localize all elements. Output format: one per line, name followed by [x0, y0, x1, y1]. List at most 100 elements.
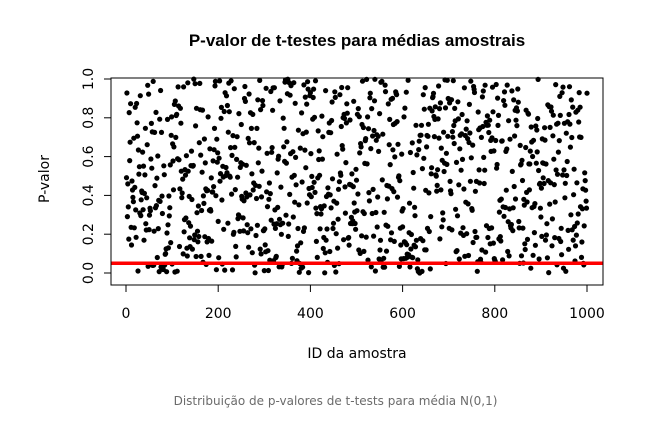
- data-points: [123, 76, 590, 276]
- data-point: [562, 195, 568, 201]
- data-point: [501, 213, 507, 219]
- data-point: [501, 89, 508, 95]
- data-point: [468, 78, 474, 84]
- data-point: [436, 106, 443, 112]
- data-point: [504, 146, 510, 152]
- data-point: [543, 161, 549, 167]
- data-point: [542, 137, 548, 143]
- data-point: [555, 120, 561, 126]
- data-point: [269, 149, 275, 155]
- data-point: [410, 255, 416, 261]
- data-point: [243, 162, 249, 168]
- data-point: [416, 138, 422, 144]
- data-point: [421, 106, 427, 112]
- data-point: [334, 151, 340, 157]
- data-point: [381, 255, 387, 261]
- data-point: [411, 185, 417, 191]
- data-point: [379, 177, 385, 183]
- data-point: [576, 119, 582, 125]
- data-point: [300, 264, 306, 270]
- data-point: [435, 116, 441, 122]
- data-point: [541, 180, 547, 187]
- data-point: [241, 228, 247, 234]
- data-point: [156, 269, 162, 275]
- data-point: [154, 254, 160, 261]
- data-point: [332, 94, 338, 100]
- data-point: [194, 228, 201, 234]
- data-point: [313, 205, 319, 211]
- data-point: [479, 94, 485, 100]
- data-point: [151, 228, 157, 234]
- data-point: [242, 98, 248, 104]
- data-point: [438, 187, 444, 193]
- data-point: [223, 93, 230, 99]
- data-point: [573, 232, 580, 238]
- data-point: [540, 175, 546, 181]
- data-point: [563, 130, 569, 136]
- data-point: [219, 197, 225, 203]
- data-point: [133, 207, 139, 213]
- data-point: [456, 182, 462, 188]
- data-point: [161, 163, 167, 169]
- data-point: [181, 84, 187, 90]
- data-point: [308, 194, 314, 200]
- data-point: [577, 104, 583, 110]
- data-point: [183, 215, 189, 221]
- data-point: [146, 212, 153, 218]
- data-point: [289, 255, 295, 261]
- data-point: [493, 137, 499, 144]
- data-point: [436, 135, 442, 141]
- data-point: [294, 248, 300, 254]
- data-point: [307, 90, 313, 96]
- data-point: [229, 267, 236, 273]
- data-point: [576, 90, 582, 96]
- data-point: [301, 225, 307, 231]
- data-point: [136, 171, 142, 177]
- data-point: [396, 263, 402, 269]
- data-point: [453, 159, 460, 165]
- data-point: [283, 212, 289, 218]
- data-point: [199, 107, 206, 113]
- data-point: [477, 180, 483, 186]
- data-point: [175, 84, 181, 90]
- data-point: [365, 126, 372, 132]
- data-point: [230, 133, 236, 139]
- data-point: [270, 107, 276, 113]
- data-point: [334, 200, 340, 206]
- data-point: [263, 85, 269, 91]
- data-point: [131, 225, 137, 231]
- data-point: [508, 221, 514, 228]
- data-point: [271, 85, 277, 91]
- data-point: [344, 101, 350, 107]
- data-point: [537, 180, 543, 186]
- data-point: [133, 234, 139, 240]
- data-point: [167, 205, 173, 211]
- data-point: [463, 126, 469, 132]
- data-point: [405, 77, 411, 83]
- data-point: [166, 193, 172, 199]
- data-point: [429, 165, 435, 171]
- data-point: [391, 189, 397, 195]
- data-point: [253, 232, 259, 239]
- data-point: [513, 117, 519, 123]
- data-point: [387, 116, 393, 122]
- data-point: [423, 247, 429, 253]
- data-point: [566, 84, 573, 90]
- data-point: [259, 98, 266, 104]
- data-point: [530, 252, 536, 258]
- data-point: [164, 269, 170, 275]
- data-point: [441, 168, 447, 175]
- data-point: [528, 124, 534, 130]
- data-point: [450, 134, 456, 140]
- data-point: [215, 150, 221, 156]
- data-point: [432, 104, 438, 110]
- y-tick-label: 0.8: [81, 107, 97, 129]
- data-point: [444, 161, 450, 167]
- data-point: [190, 162, 196, 169]
- data-point: [351, 200, 357, 206]
- data-point: [328, 205, 334, 211]
- data-point: [173, 134, 179, 140]
- data-point: [125, 181, 131, 187]
- data-point: [374, 224, 380, 230]
- data-point: [389, 95, 396, 101]
